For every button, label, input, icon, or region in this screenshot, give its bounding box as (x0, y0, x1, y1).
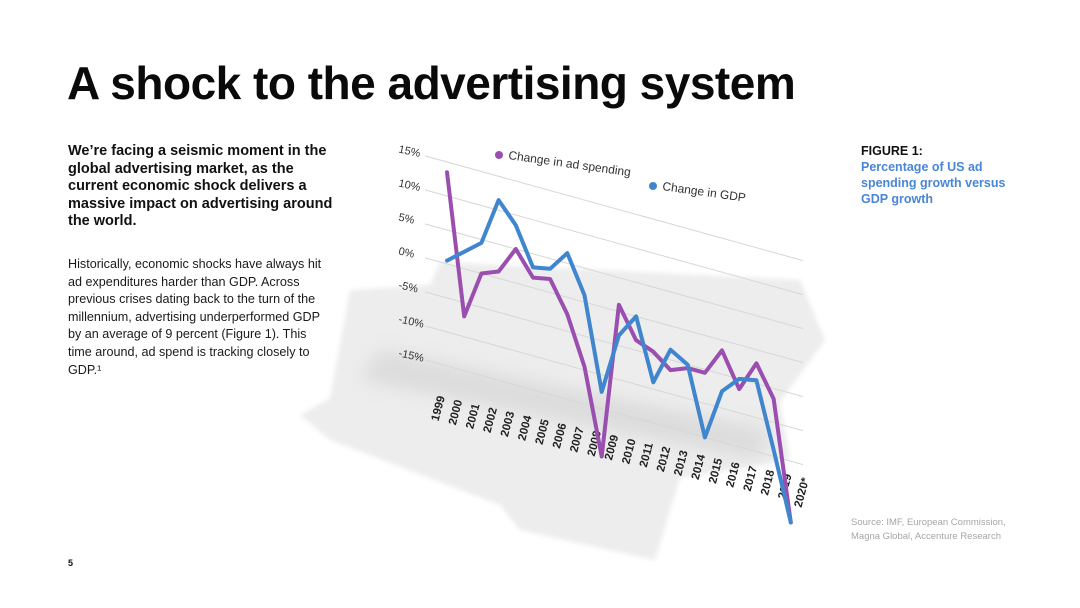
series-line (445, 170, 793, 525)
y-tick-label: 10% (397, 178, 421, 194)
grid-line (424, 155, 804, 262)
body-paragraph: Historically, economic shocks have alway… (68, 257, 322, 377)
y-tick-label: 5% (397, 212, 415, 227)
figure-number: FIGURE 1: (861, 144, 923, 158)
source-note: Source: IMF, European Commission, Magna … (851, 517, 1006, 542)
floor-shadow (300, 262, 825, 560)
grid-line (424, 325, 804, 432)
grid-line (424, 189, 804, 296)
chart-legend: Change in ad spending Change in GDP (495, 148, 747, 205)
x-tick-label: 2018 (759, 468, 777, 496)
figure-label: FIGURE 1: Percentage of US ad spending g… (861, 143, 1011, 207)
y-tick-label: -10% (397, 314, 425, 331)
legend-label: Change in GDP (662, 179, 747, 205)
y-tick-label: -5% (397, 280, 419, 296)
lead-paragraph: We’re facing a seismic moment in the glo… (68, 143, 333, 230)
series-line (445, 198, 793, 525)
figure-caption: Percentage of US ad spending growth vers… (861, 160, 1006, 206)
grid-line (424, 359, 804, 466)
y-tick-label: -15% (397, 348, 425, 365)
legend-marker (495, 151, 503, 159)
legend-marker (649, 182, 657, 190)
y-axis-ticks: 15% 10% 5% 0% -5% -10% -15% (397, 144, 425, 365)
page-title: A shock to the advertising system (67, 57, 796, 109)
y-tick-label: 0% (397, 246, 415, 261)
x-tick-label: 2017 (742, 465, 760, 493)
legend-label: Change in ad spending (508, 148, 632, 179)
x-tick-label: 2020* (793, 476, 813, 509)
page-number: 5 (68, 558, 74, 568)
chart-series (445, 170, 793, 525)
y-tick-label: 15% (397, 144, 421, 160)
grid-line (424, 257, 804, 364)
grid-line (424, 223, 804, 330)
